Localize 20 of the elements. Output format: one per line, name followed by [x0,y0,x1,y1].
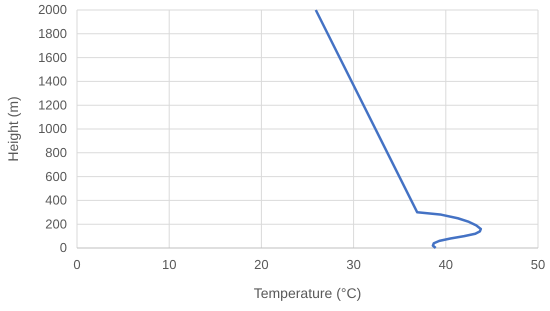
x-tick-label: 50 [530,257,546,272]
y-tick-label: 1400 [38,74,67,89]
line-series [314,8,482,250]
x-tick-label: 20 [254,257,269,272]
y-tick-label: 1800 [38,26,67,41]
x-tick-label: 30 [346,257,361,272]
y-tick-label: 1000 [38,121,67,136]
x-axis-title: Temperature (°C) [254,285,362,301]
x-tick-label: 40 [438,257,454,272]
y-tick-label: 2000 [38,2,67,18]
y-tick-label: 1200 [38,97,67,112]
x-tick-label: 0 [73,257,81,272]
y-axis-title: Height (m) [5,96,21,162]
y-tick-label: 1600 [38,50,67,65]
y-tick-label: 0 [60,240,67,256]
y-tick-label: 600 [45,168,67,184]
y-tick-label: 400 [45,192,67,208]
y-tick-label: 200 [45,216,67,232]
x-tick-label: 10 [162,257,176,272]
y-tick-label: 800 [45,144,67,160]
